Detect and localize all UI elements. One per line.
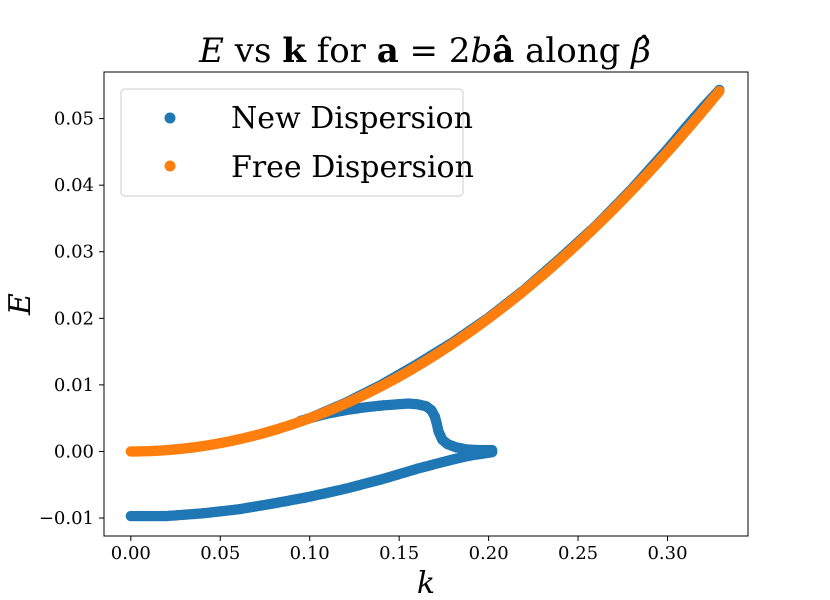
title-vs: vs	[224, 31, 282, 71]
legend-marker-free-dispersion	[164, 160, 176, 172]
y-tick-label: 0.02	[54, 308, 94, 329]
y-tick-label: 0.04	[54, 175, 94, 196]
title-for: for	[306, 31, 377, 71]
legend-label-new-dispersion: New Dispersion	[231, 101, 473, 136]
y-tick-label: 0.03	[54, 242, 94, 263]
chart-title: E vs k for a = 2bâ along β̂	[198, 31, 651, 71]
x-tick-label: 0.20	[469, 543, 509, 564]
y-tick-label: −0.01	[39, 508, 94, 529]
title-along: along	[514, 31, 631, 71]
y-axis-label: E	[3, 293, 38, 316]
title-b-symbol: b	[471, 31, 493, 71]
title-a-hat: â	[492, 31, 514, 71]
title-a-vector: a	[377, 31, 399, 71]
data-layer	[125, 84, 725, 522]
x-axis-label: k	[417, 566, 435, 600]
x-tick-label: 0.10	[290, 543, 330, 564]
x-tick-label: 0.05	[200, 543, 240, 564]
y-tick-label: 0.01	[54, 375, 94, 396]
legend: New Dispersion Free Dispersion	[120, 88, 474, 197]
free-dispersion-point	[714, 85, 725, 97]
legend-label-free-dispersion: Free Dispersion	[231, 150, 474, 185]
x-tick-label: 0.30	[647, 543, 687, 564]
y-tick-label: 0.05	[54, 109, 94, 130]
x-tick-label: 0.00	[111, 543, 151, 564]
legend-frame	[120, 88, 464, 197]
legend-marker-new-dispersion	[164, 112, 176, 124]
new-dispersion-point	[486, 446, 498, 458]
title-energy-symbol: E	[198, 31, 224, 71]
tick-layer: 0.00 0.05 0.10 0.15 0.20 0.25 0.30 −0.01 0.00 0.0…	[39, 109, 688, 564]
x-tick-label: 0.25	[558, 543, 598, 564]
plot-frame	[103, 71, 749, 537]
x-tick-label: 0.15	[379, 543, 419, 564]
title-beta-hat: β̂	[629, 31, 651, 71]
y-tick-label: 0.00	[54, 441, 94, 462]
title-k-vector: k	[282, 31, 307, 71]
title-equals: = 2	[399, 31, 471, 71]
